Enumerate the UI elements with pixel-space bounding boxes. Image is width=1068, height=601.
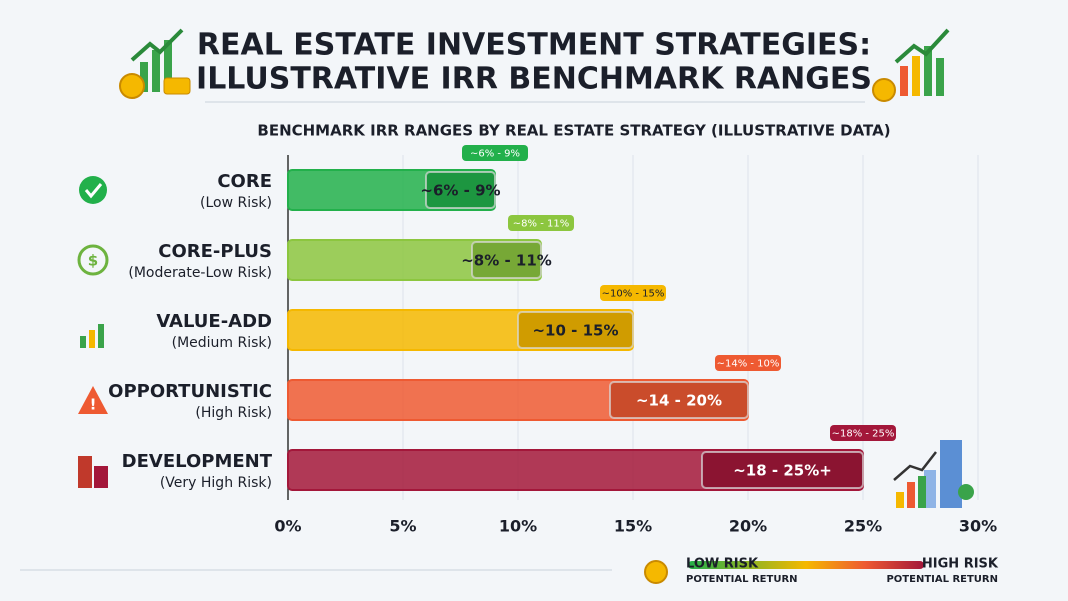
- svg-text:!: !: [90, 396, 97, 414]
- risk-label: (Medium Risk): [172, 335, 272, 351]
- range-box: [609, 381, 749, 419]
- tag-bg: [715, 355, 781, 371]
- range-box: [517, 311, 634, 349]
- legend-coins: [644, 560, 668, 584]
- legend-sub: POTENTIAL RETURN: [686, 574, 798, 585]
- category-icons: $ !: [77, 176, 109, 488]
- risk-label: (Very High Risk): [160, 475, 272, 491]
- range-box: [425, 171, 496, 209]
- x-tick-label: 30%: [959, 517, 997, 536]
- x-tick-label: 10%: [499, 517, 537, 536]
- category-label: OPPORTUNISTIC: [108, 381, 272, 402]
- city-icon: [893, 440, 974, 508]
- chart-title: ILLUSTRATIVE IRR BENCHMARK RANGES: [196, 62, 872, 97]
- x-tick-label: 15%: [614, 517, 652, 536]
- x-tick-label: 25%: [844, 517, 882, 536]
- x-tick-label: 5%: [389, 517, 416, 536]
- range-box: [701, 451, 864, 489]
- legend-low: LOW RISK: [686, 557, 759, 572]
- legend-high: HIGH RISK: [922, 557, 999, 572]
- category-label: VALUE-ADD: [156, 311, 272, 332]
- category-label: CORE-PLUS: [158, 241, 272, 262]
- x-tick-label: 20%: [729, 517, 767, 536]
- tag-label: ~18% - 25%: [832, 429, 895, 440]
- value-label: ~14 - 20%: [636, 392, 722, 410]
- value-label: ~10 - 15%: [532, 322, 618, 340]
- value-label: ~18 - 25%+: [733, 462, 832, 480]
- risk-label: (High Risk): [195, 405, 272, 421]
- tag-bg: [508, 215, 574, 231]
- growth-icon: [872, 28, 950, 102]
- tag-label: ~14% - 10%: [717, 359, 780, 370]
- tag-bg: [830, 425, 896, 441]
- risk-label: (Moderate-Low Risk): [128, 265, 272, 281]
- tag-label: ~8% - 11%: [513, 219, 569, 230]
- category-label: DEVELOPMENT: [122, 451, 273, 472]
- tag-bg: [462, 145, 528, 161]
- subtitle: BENCHMARK IRR RANGES BY REAL ESTATE STRA…: [257, 122, 890, 140]
- category-label: CORE: [217, 171, 272, 192]
- x-tick-label: 0%: [274, 517, 301, 536]
- chart-title: REAL ESTATE INVESTMENT STRATEGIES:: [197, 28, 871, 63]
- tag-label: ~6% - 9%: [470, 149, 520, 160]
- tag-bg: [600, 285, 666, 301]
- value-label: ~6% - 9%: [420, 182, 500, 200]
- legend-sub: POTENTIAL RETURN: [886, 574, 998, 585]
- tag-label: ~10% - 15%: [602, 289, 665, 300]
- risk-label: (Low Risk): [200, 195, 272, 211]
- value-label: ~8% - 11%: [461, 252, 552, 270]
- svg-text:$: $: [88, 252, 98, 270]
- range-box: [471, 241, 542, 279]
- risk-gradient: [688, 561, 924, 569]
- money-icon: [119, 28, 191, 99]
